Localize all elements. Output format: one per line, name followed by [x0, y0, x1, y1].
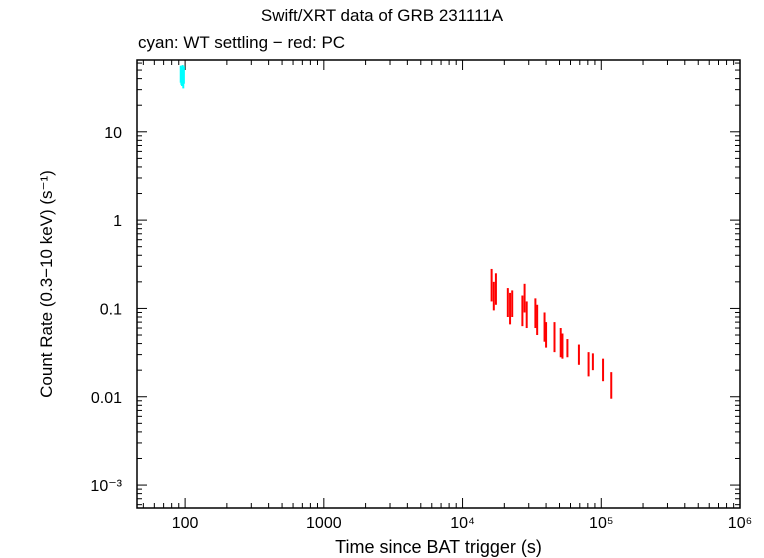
x-tick-label: 10⁵	[589, 515, 613, 532]
y-tick-label: 1	[113, 213, 122, 230]
x-axis-label: Time since BAT trigger (s)	[335, 537, 542, 557]
y-tick-label: 10⁻³	[90, 478, 122, 495]
y-tick-label: 0.01	[91, 390, 122, 407]
y-axis-label: Count Rate (0.3−10 keV) (s⁻¹)	[37, 170, 56, 398]
x-tick-label: 10⁴	[450, 515, 475, 532]
chart-title: Swift/XRT data of GRB 231111A	[260, 6, 504, 25]
x-tick-label: 100	[172, 515, 199, 532]
x-tick-label: 10⁶	[728, 515, 752, 532]
plot-frame	[136, 59, 741, 509]
chart-subtitle: cyan: WT settling − red: PC	[138, 33, 346, 52]
x-tick-label: 1000	[306, 515, 342, 532]
y-tick-label: 0.1	[100, 301, 122, 318]
y-tick-label: 10	[104, 125, 122, 142]
